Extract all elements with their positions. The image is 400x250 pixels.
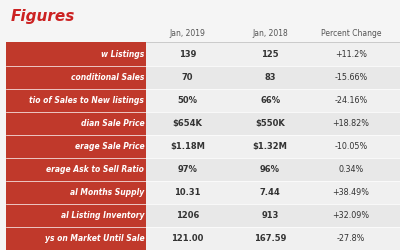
Text: 50%: 50% xyxy=(178,96,198,105)
Text: $654K: $654K xyxy=(172,119,202,128)
Text: 167.59: 167.59 xyxy=(254,234,286,243)
Text: Figures: Figures xyxy=(10,9,75,24)
Bar xyxy=(6,42,146,66)
Bar xyxy=(146,181,400,204)
Text: erage Ask to Sell Ratio: erage Ask to Sell Ratio xyxy=(46,165,144,174)
Text: 1206: 1206 xyxy=(176,211,199,220)
Bar xyxy=(6,181,146,204)
Bar xyxy=(6,88,146,112)
Text: ys on Market Until Sale: ys on Market Until Sale xyxy=(44,234,144,243)
Text: 7.44: 7.44 xyxy=(260,188,280,197)
Text: -15.66%: -15.66% xyxy=(334,72,368,82)
Text: $1.18M: $1.18M xyxy=(170,142,205,151)
Text: dian Sale Price: dian Sale Price xyxy=(80,119,144,128)
Bar xyxy=(146,204,400,227)
Bar xyxy=(6,227,146,250)
Bar xyxy=(146,112,400,135)
Text: +38.49%: +38.49% xyxy=(332,188,369,197)
Bar xyxy=(146,66,400,88)
Text: 83: 83 xyxy=(264,72,276,82)
Text: -27.8%: -27.8% xyxy=(337,234,365,243)
Bar xyxy=(146,158,400,181)
Text: tio of Sales to New listings: tio of Sales to New listings xyxy=(29,96,144,105)
Text: +32.09%: +32.09% xyxy=(332,211,369,220)
Bar xyxy=(6,135,146,158)
Bar xyxy=(146,88,400,112)
Text: al Months Supply: al Months Supply xyxy=(70,188,144,197)
Bar xyxy=(6,158,146,181)
Text: 70: 70 xyxy=(182,72,193,82)
Text: 0.34%: 0.34% xyxy=(338,165,364,174)
Text: w Listings: w Listings xyxy=(101,50,144,58)
Text: -10.05%: -10.05% xyxy=(334,142,368,151)
Text: Percent Change: Percent Change xyxy=(320,29,381,38)
Bar xyxy=(146,135,400,158)
Text: conditional Sales: conditional Sales xyxy=(71,72,144,82)
Text: 96%: 96% xyxy=(260,165,280,174)
Text: 139: 139 xyxy=(179,50,196,58)
Bar xyxy=(6,66,146,88)
Bar xyxy=(6,204,146,227)
Text: erage Sale Price: erage Sale Price xyxy=(74,142,144,151)
Text: 125: 125 xyxy=(261,50,279,58)
Text: Jan, 2018: Jan, 2018 xyxy=(252,29,288,38)
Text: $1.32M: $1.32M xyxy=(253,142,288,151)
Text: 97%: 97% xyxy=(178,165,197,174)
Text: al Listing Inventory: al Listing Inventory xyxy=(61,211,144,220)
Text: $550K: $550K xyxy=(255,119,285,128)
Text: Jan, 2019: Jan, 2019 xyxy=(170,29,205,38)
Text: +18.82%: +18.82% xyxy=(332,119,369,128)
Text: 121.00: 121.00 xyxy=(171,234,204,243)
Text: +11.2%: +11.2% xyxy=(335,50,367,58)
Text: 913: 913 xyxy=(262,211,279,220)
Text: 66%: 66% xyxy=(260,96,280,105)
Bar xyxy=(146,42,400,66)
Bar xyxy=(146,227,400,250)
Text: 10.31: 10.31 xyxy=(174,188,201,197)
Text: -24.16%: -24.16% xyxy=(334,96,368,105)
Bar xyxy=(6,112,146,135)
